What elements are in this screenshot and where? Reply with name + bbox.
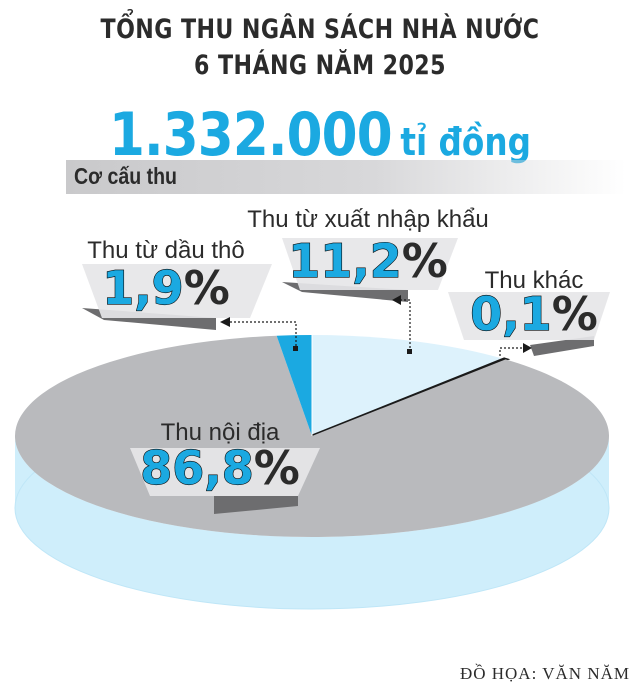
title-line-1: TỔNG THU NGÂN SÁCH NHÀ NƯỚC bbox=[100, 14, 540, 45]
label-box-1 bbox=[82, 264, 272, 318]
section-band bbox=[66, 160, 626, 194]
label-name-3: Thu khác bbox=[485, 267, 584, 294]
label-box-2 bbox=[282, 238, 458, 290]
leader-other bbox=[499, 347, 526, 356]
section-label: Cơ cấu thu bbox=[74, 163, 177, 189]
arrow-other bbox=[523, 343, 532, 353]
total-unit: tỉ đồng bbox=[400, 120, 532, 164]
label-name-1: Thu từ dầu thô bbox=[87, 237, 245, 264]
label-value-2: 11,2% bbox=[288, 234, 448, 288]
leader-oil bbox=[226, 321, 297, 350]
label-box-3 bbox=[448, 292, 610, 340]
title-line-2: 6 THÁNG NĂM 2025 bbox=[194, 50, 446, 81]
label-name-0: Thu nội địa bbox=[161, 419, 280, 446]
label-name-2: Thu từ xuất nhập khẩu bbox=[247, 206, 489, 233]
leader-dot-oil bbox=[293, 346, 298, 351]
label-shadow-3 bbox=[530, 336, 594, 356]
total-revenue: 1.332.000 tỉ đồng bbox=[45, 100, 595, 170]
label-value-3: 0,1% bbox=[470, 287, 598, 341]
pie-slice-2 bbox=[312, 335, 505, 436]
label-shadow-0 bbox=[214, 496, 298, 514]
pie-side-wall bbox=[15, 436, 609, 609]
leader-import bbox=[398, 299, 411, 352]
total-value: 1.332.000 bbox=[108, 100, 393, 170]
pie-slice-1 bbox=[276, 335, 312, 436]
arrow-import bbox=[392, 295, 401, 305]
label-value-0: 86,8% bbox=[140, 441, 300, 495]
credit: ĐỒ HỌA: VĂN NĂM bbox=[459, 664, 630, 683]
label-value-1: 1,9% bbox=[102, 261, 230, 315]
leader-dot-import bbox=[407, 349, 412, 354]
pie-slice-3 bbox=[311, 357, 511, 438]
label-box-0 bbox=[130, 448, 320, 496]
arrow-oil bbox=[220, 317, 230, 327]
pie-layer bbox=[14, 335, 610, 610]
